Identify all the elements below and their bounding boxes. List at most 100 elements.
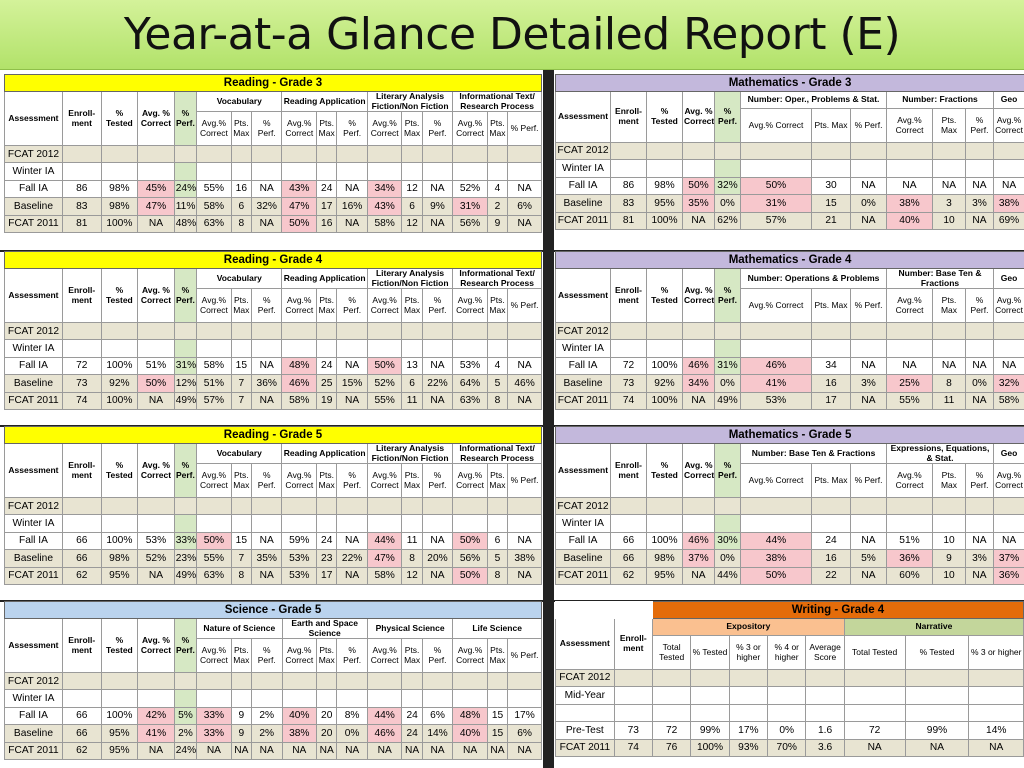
table-cell <box>137 689 175 708</box>
table-cell <box>714 322 741 341</box>
table-cell: 0% <box>714 194 741 213</box>
table-cell <box>196 689 232 708</box>
table-cell: 72 <box>610 356 647 376</box>
table-row: Baseline 73 92% 50% 12% 51% 7 36% 46% 25 15% 52% 6 22… <box>4 374 542 393</box>
strand-header: Nature of Science <box>196 617 283 640</box>
table-cell: 50% <box>452 531 488 551</box>
table-cell <box>366 145 403 164</box>
table-cell: 99% <box>690 721 730 740</box>
table-cell <box>886 497 933 516</box>
table-cell: NA <box>230 741 253 760</box>
assessment-header: Assessment <box>555 91 611 143</box>
avg-correct-subheader: Avg.% Correct <box>196 111 232 147</box>
table-cell <box>811 141 851 161</box>
table-cell: 6% <box>507 724 542 743</box>
table-cell <box>336 689 368 708</box>
table-cell: NA <box>281 741 318 760</box>
table-cell <box>613 668 653 688</box>
table-cell <box>173 514 198 533</box>
table-cell <box>992 497 1024 516</box>
enrollment-header: Enroll-ment <box>61 442 102 499</box>
table-cell: 50% <box>452 566 488 585</box>
table-cell <box>173 689 198 708</box>
pct-tested-header: % Tested <box>100 267 139 324</box>
table-cell <box>904 686 970 705</box>
pct-perf-subheader: % Perf. <box>421 111 454 147</box>
table-cell <box>651 703 692 723</box>
table-cell: 8 <box>401 549 423 568</box>
row-label: Fall IA <box>555 176 611 196</box>
row-label: FCAT 2012 <box>4 497 63 516</box>
table-row: Fall IA 66 100% 42% 5% 33% 9 2% 40% 20 8% 44% 24 6% 48… <box>4 706 542 726</box>
table-cell: 2 <box>486 197 509 216</box>
table-cell <box>316 339 338 358</box>
pts-max-subheader: Pts. Max <box>230 111 253 147</box>
pct-tested-header: % Tested <box>100 442 139 499</box>
table-cell <box>507 145 542 164</box>
table-row: Baseline 73 92% 34% 0% 41% 16 3% 25% 8 0% 32% <box>555 374 1024 393</box>
table-cell: NA <box>336 741 368 760</box>
avg-correct-subheader: Avg.% Correct <box>196 638 232 674</box>
table-row: Fall IA 66 100% 53% 33% 50% 15 NA 59% 24 NA 44% 11 NA… <box>4 531 542 551</box>
table-cell: NA <box>850 356 887 376</box>
avg-correct-header: Avg. % Correct <box>137 617 175 674</box>
table-cell: 53% <box>137 531 175 551</box>
table-cell: 16 <box>811 374 851 393</box>
table-cell: NA <box>421 531 454 551</box>
writing-subheader: % 3 or higher <box>728 635 769 670</box>
table-cell <box>336 322 368 341</box>
table-cell <box>486 339 509 358</box>
table-cell: 70% <box>767 738 807 757</box>
table-cell: 55% <box>366 391 403 410</box>
table-cell <box>401 145 423 164</box>
table-cell: 66 <box>61 549 102 568</box>
table-row: FCAT 2011 74 76 100% 93% 70% 3.6 NA NA NA <box>555 738 1024 757</box>
table-cell: 51% <box>196 374 232 393</box>
table-cell: 55% <box>196 549 232 568</box>
table-cell: 76 <box>651 738 692 757</box>
table-cell <box>316 497 338 516</box>
pts-max-subheader: Pts. Max <box>486 463 509 499</box>
table-cell: 6 <box>486 531 509 551</box>
table-cell: NA <box>336 356 368 376</box>
table-cell <box>281 145 318 164</box>
table-cell: 34 <box>811 356 851 376</box>
pts-max-subheader: Pts. Max <box>401 111 423 147</box>
assessment-header: Assessment <box>4 442 63 499</box>
row-label: FCAT 2012 <box>4 672 63 691</box>
strand-header: Earth and Space Science <box>281 617 368 640</box>
table-cell <box>61 339 102 358</box>
strand-header: Reading Application <box>281 442 368 465</box>
table-cell: 34% <box>682 374 715 393</box>
pct-perf-header: % Perf. <box>173 617 198 674</box>
table-cell: 47% <box>366 549 403 568</box>
table-cell: NA <box>932 356 966 376</box>
table-cell: 46% <box>682 356 715 376</box>
table-row: Fall IA 72 100% 46% 31% 46% 34 NA NA NA NA NA <box>555 356 1024 376</box>
table-cell: 12% <box>173 374 198 393</box>
row-label: Fall IA <box>4 179 63 199</box>
table-cell <box>904 668 970 688</box>
row-label: Winter IA <box>555 514 611 533</box>
table-cell <box>421 497 454 516</box>
assessment-header: Assessment <box>555 618 615 670</box>
table-cell: 11 <box>401 391 423 410</box>
pts-max-subheader: Pts. Max <box>316 111 338 147</box>
table-cell: NA <box>507 356 542 376</box>
table-cell: 52% <box>452 179 488 199</box>
strand-header: Life Science <box>452 617 542 640</box>
table-cell <box>992 322 1024 341</box>
table-row: Fall IA 86 98% 45% 24% 55% 16 NA 43% 24 NA 34% 12 NA 5… <box>4 179 542 199</box>
table-row: FCAT 2012 <box>555 322 1024 341</box>
science-5-table: Science - Grade 5 Assessment Enroll-ment% … <box>4 601 542 760</box>
enrollment-header: Enroll-ment <box>61 617 102 674</box>
title-bar: Year-at-a Glance Detailed Report (E) <box>0 0 1024 70</box>
table-cell: 6 <box>401 374 423 393</box>
table-cell: 37% <box>682 549 715 568</box>
row-label: Fall IA <box>4 706 63 726</box>
table-cell: 100% <box>100 706 139 726</box>
table-cell: 31% <box>714 356 741 376</box>
table-cell: 1.6 <box>805 721 845 740</box>
strand-header: Informational Text/ Research Process <box>452 267 542 290</box>
table-cell <box>336 162 368 181</box>
